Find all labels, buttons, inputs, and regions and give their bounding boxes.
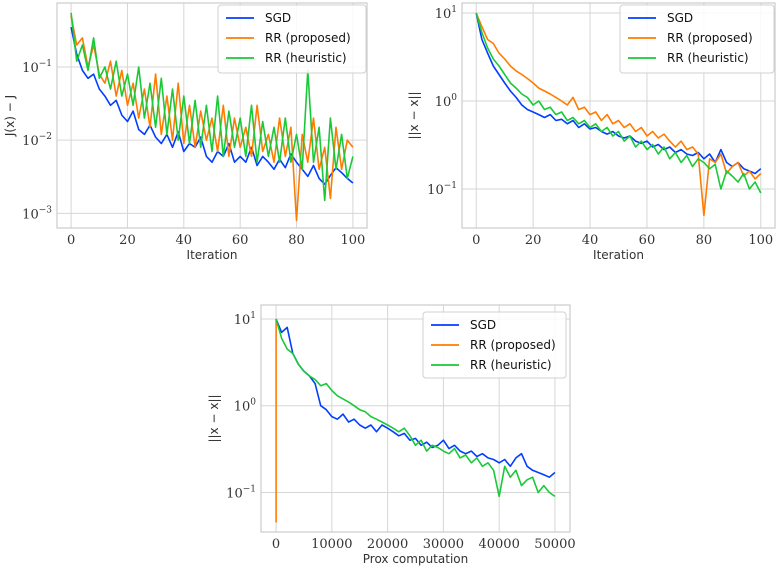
series-line-rr-proposed — [70, 15, 354, 222]
x-tick-label: 40000 — [478, 537, 519, 552]
x-tick-label: 20000 — [367, 537, 408, 552]
chart-3: 0 10000 20000 30000 40000 5000010−1100101Prox… — [207, 304, 576, 566]
y-axis-label: ||x − x|| — [407, 91, 421, 139]
x-tick-label: 100 — [748, 233, 773, 248]
y-tick-label: 101 — [234, 311, 256, 328]
x-tick-label: 60 — [232, 233, 249, 248]
legend-box — [422, 311, 567, 379]
legend-label: RR (proposed) — [667, 31, 753, 45]
legend-item: RR (proposed) — [226, 31, 351, 45]
legend-item: SGD — [226, 11, 291, 25]
x-axis-label: Iteration — [593, 248, 644, 262]
y-tick-exponent: 1 — [250, 311, 256, 321]
y-tick-label: 10−1 — [427, 181, 457, 198]
y-tick-exponent: −3 — [39, 205, 53, 215]
y-tick-label: 100 — [435, 93, 458, 110]
legend-item: SGD — [431, 318, 496, 332]
x-tick-label: 50000 — [534, 537, 575, 552]
y-tick-exponent: 1 — [451, 5, 457, 15]
x-tick-label: 60 — [639, 233, 656, 248]
legend-label: RR (heuristic) — [470, 358, 552, 372]
series-lines — [475, 12, 762, 217]
x-tick-label: 20 — [119, 233, 136, 248]
y-tick-base: 10 — [435, 95, 452, 110]
x-tick-label: 10000 — [311, 537, 352, 552]
legend-item: RR (proposed) — [431, 338, 556, 352]
y-tick-label: 100 — [234, 398, 257, 415]
series-line-rr-heuristic — [70, 12, 354, 202]
x-tick-label: 0 — [472, 233, 480, 248]
legend-label: RR (heuristic) — [265, 51, 347, 65]
legend-item: RR (heuristic) — [431, 358, 552, 372]
legend-item: RR (heuristic) — [226, 51, 347, 65]
y-tick-exponent: 0 — [451, 93, 457, 103]
plot-frame — [461, 2, 776, 229]
legend: SGD RR (proposed) RR (heuristic) — [422, 311, 567, 379]
x-tick-label: 80 — [696, 233, 713, 248]
x-tick-label: 30000 — [423, 537, 464, 552]
legend-label: RR (proposed) — [265, 31, 351, 45]
legend-box — [217, 4, 367, 74]
y-axis-label: ||x − x|| — [207, 394, 221, 442]
legend-item: RR (proposed) — [628, 31, 753, 45]
legend-item: RR (heuristic) — [628, 51, 749, 65]
y-tick-base: 10 — [427, 183, 444, 198]
y-tick-base: 10 — [22, 61, 39, 76]
y-tick-label: 10−2 — [22, 132, 52, 149]
legend-label: SGD — [667, 11, 693, 25]
x-tick-label: 40 — [176, 233, 193, 248]
y-tick-label: 10−1 — [226, 484, 256, 501]
legend: SGD RR (proposed) RR (heuristic) — [619, 4, 775, 74]
legend: SGD RR (proposed) RR (heuristic) — [217, 4, 367, 74]
legend-label: RR (proposed) — [470, 338, 556, 352]
series-line-sgd — [275, 318, 556, 479]
x-tick-label: 40 — [582, 233, 599, 248]
series-line-sgd — [475, 12, 762, 175]
x-axis-label: Prox computation — [363, 552, 468, 566]
x-axis-label: Iteration — [187, 248, 238, 262]
x-tick-label: 100 — [340, 233, 365, 248]
x-tick-label: 0 — [272, 537, 280, 552]
series-line-rr-heuristic — [275, 318, 556, 498]
y-tick-label: 101 — [435, 5, 457, 22]
y-tick-exponent: −1 — [243, 484, 256, 494]
series-lines — [275, 318, 556, 523]
legend-label: RR (heuristic) — [667, 51, 749, 65]
y-tick-exponent: 0 — [250, 398, 256, 408]
y-axis-label: J(x) − J — [3, 95, 17, 137]
legend-label: SGD — [470, 318, 496, 332]
y-tick-base: 10 — [22, 207, 39, 222]
legend-box — [619, 4, 775, 74]
plot-frame — [56, 2, 368, 229]
x-tick-label: 80 — [288, 233, 305, 248]
y-tick-label: 10−3 — [22, 205, 52, 222]
series-line-rr-heuristic — [475, 12, 762, 194]
legend-item: SGD — [628, 11, 693, 25]
x-tick-label: 20 — [525, 233, 542, 248]
series-line-rr-proposed — [475, 12, 762, 217]
y-tick-exponent: −1 — [444, 181, 457, 191]
y-tick-base: 10 — [234, 313, 251, 328]
y-tick-base: 10 — [226, 486, 243, 501]
y-tick-base: 10 — [234, 400, 251, 415]
series-lines — [70, 12, 354, 222]
y-tick-label: 10−1 — [22, 59, 52, 76]
series-line-sgd — [70, 27, 354, 185]
y-tick-exponent: −1 — [39, 59, 52, 69]
x-tick-label: 0 — [67, 233, 75, 248]
y-tick-exponent: −2 — [39, 132, 52, 142]
plot-frame — [260, 304, 571, 533]
y-tick-base: 10 — [435, 7, 452, 22]
y-tick-base: 10 — [22, 134, 39, 149]
legend-label: SGD — [265, 11, 291, 25]
